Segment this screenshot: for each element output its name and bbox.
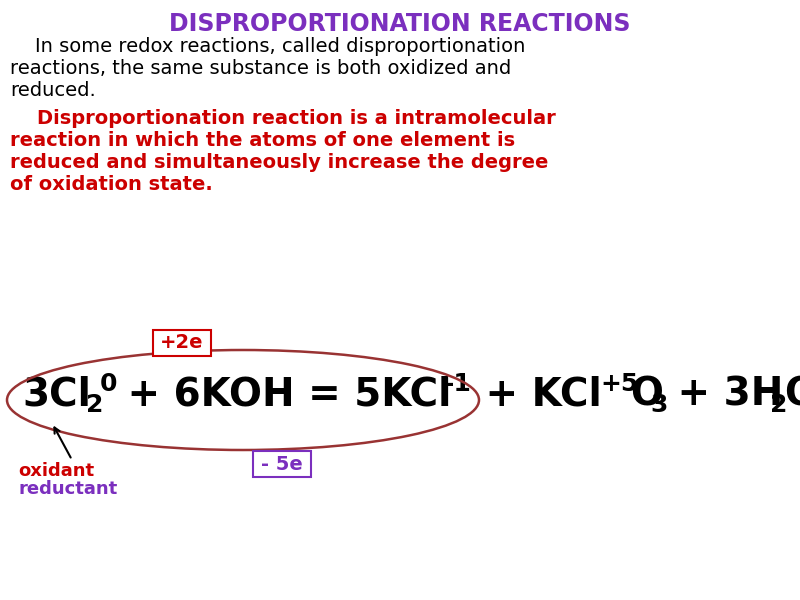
Text: of oxidation state.: of oxidation state. (10, 175, 213, 194)
Text: 3: 3 (650, 393, 667, 417)
Text: reaction in which the atoms of one element is: reaction in which the atoms of one eleme… (10, 131, 515, 150)
Text: DISPROPORTIONATION REACTIONS: DISPROPORTIONATION REACTIONS (170, 12, 630, 36)
Text: In some redox reactions, called disproportionation: In some redox reactions, called dispropo… (10, 37, 526, 56)
Text: - 5e: - 5e (261, 455, 303, 473)
Text: O: O (630, 375, 663, 413)
FancyBboxPatch shape (253, 451, 311, 477)
Text: + KCl: + KCl (472, 375, 602, 413)
Text: 0: 0 (100, 372, 118, 396)
Text: oxidant: oxidant (18, 462, 94, 480)
FancyBboxPatch shape (153, 330, 211, 356)
Text: +2e: +2e (160, 334, 204, 352)
Text: 2: 2 (86, 393, 103, 417)
Text: 2: 2 (770, 393, 787, 417)
Text: Disproportionation reaction is a intramolecular: Disproportionation reaction is a intramo… (10, 109, 556, 128)
Text: 3Cl: 3Cl (22, 375, 91, 413)
Text: + 6KOH = 5KCl: + 6KOH = 5KCl (114, 375, 451, 413)
Text: -1: -1 (444, 372, 472, 396)
Text: reduced.: reduced. (10, 81, 96, 100)
Text: reduced and simultaneously increase the degree: reduced and simultaneously increase the … (10, 153, 548, 172)
Text: + 3H: + 3H (664, 375, 783, 413)
Text: +5: +5 (600, 372, 638, 396)
Text: O: O (784, 375, 800, 413)
Text: reactions, the same substance is both oxidized and: reactions, the same substance is both ox… (10, 59, 511, 78)
Text: reductant: reductant (18, 480, 118, 498)
